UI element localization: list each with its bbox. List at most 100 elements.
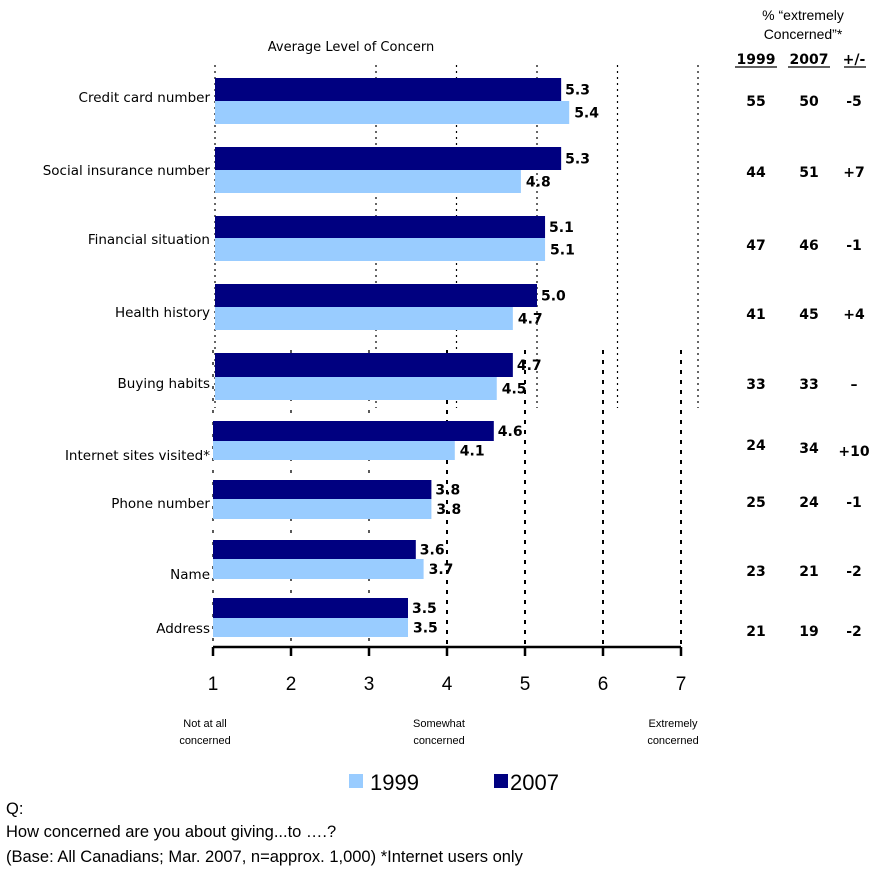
- category-labels: Credit card number Social insurance numbe…: [43, 90, 211, 637]
- scale-labels: Not at all concerned Somewhat concerned Extr…: [179, 718, 698, 747]
- bar-chart: 5.3 5.4 5.3 4.8 5.1 5.1 5.0 4.7 4.7 4.5 4.6 4.1 3.8 3…: [43, 7, 870, 790]
- table-cell: 34: [799, 441, 819, 457]
- table-cell: 24: [746, 438, 766, 454]
- value-label-1999: 3.7: [429, 562, 454, 578]
- value-label-2007: 3.5: [412, 601, 437, 617]
- x-tick-label: 4: [442, 674, 453, 695]
- value-label-1999: 4.8: [526, 175, 551, 191]
- table-cell: 21: [799, 564, 818, 580]
- x-tick-label: 1: [208, 674, 219, 695]
- value-label-2007: 5.0: [541, 289, 566, 305]
- table-cell: 23: [746, 564, 765, 580]
- bar-2007: [213, 421, 494, 441]
- value-label-2007: 5.3: [565, 152, 590, 168]
- scale-label-line2: concerned: [647, 735, 698, 747]
- bar-1999: [213, 559, 424, 579]
- base-note: (Base: All Canadians; Mar. 2007, n=appro…: [6, 848, 523, 866]
- bar-1999: [215, 170, 521, 193]
- category-label: Address: [156, 621, 210, 637]
- value-label-2007: 3.6: [420, 543, 445, 559]
- legend-swatch-1999: [349, 774, 363, 788]
- table-cell: 25: [746, 495, 765, 511]
- scale-label-line1: Extremely: [649, 718, 698, 730]
- value-label-2007: 5.3: [565, 83, 590, 99]
- bar-1999: [215, 377, 497, 400]
- table-cell: –: [851, 377, 858, 393]
- category-label: Internet sites visited*: [65, 448, 210, 464]
- table-cell: -1: [846, 238, 862, 254]
- table-cell: 46: [799, 238, 818, 254]
- category-label: Name: [170, 567, 210, 583]
- value-label-2007: 3.8: [435, 483, 460, 499]
- bar-2007: [213, 480, 432, 499]
- value-label-2007: 4.6: [498, 424, 523, 440]
- category-label: Health history: [115, 305, 210, 321]
- bar-1999: [215, 101, 570, 124]
- legend: 1999 2007: [349, 770, 559, 790]
- x-tick-label: 5: [520, 674, 531, 695]
- table-cell: 24: [799, 495, 819, 511]
- bar-2007: [215, 353, 513, 377]
- bar-2007: [215, 147, 562, 170]
- value-label-1999: 4.7: [518, 312, 543, 328]
- table-cell: 33: [799, 377, 818, 393]
- bar-1999: [213, 499, 432, 519]
- scale-label-line2: concerned: [179, 735, 230, 747]
- table-cell: 21: [746, 624, 765, 640]
- value-label-1999: 5.1: [550, 243, 575, 259]
- table-cell: -2: [846, 564, 862, 580]
- table-column-header: +/-: [843, 52, 866, 68]
- value-label-2007: 5.1: [549, 220, 574, 236]
- table-column-header: 1999: [737, 52, 776, 68]
- bar-1999: [215, 238, 546, 261]
- chart-title: Average Level of Concern: [268, 40, 434, 55]
- x-tick-label: 7: [676, 674, 687, 695]
- bars: [213, 78, 570, 637]
- question-text: How concerned are you about giving...to …: [6, 823, 337, 841]
- value-label-1999: 3.8: [436, 502, 461, 518]
- question-label: Q:: [6, 800, 24, 818]
- x-tick-label: 3: [364, 674, 375, 695]
- bar-2007: [213, 598, 408, 618]
- scale-label-line1: Somewhat: [413, 718, 465, 730]
- category-label: Financial situation: [88, 232, 210, 248]
- table-cell: +7: [843, 165, 864, 181]
- category-label: Credit card number: [79, 90, 211, 106]
- value-label-1999: 4.5: [502, 382, 527, 398]
- table-cell: -2: [846, 624, 862, 640]
- bar-1999: [213, 618, 408, 637]
- legend-swatch-2007: [494, 774, 508, 788]
- value-label-1999: 5.4: [574, 106, 599, 122]
- table-header-line2: Concerned”*: [764, 26, 843, 42]
- value-label-1999: 4.1: [460, 444, 485, 460]
- bar-2007: [215, 216, 546, 238]
- x-tick-label: 2: [286, 674, 297, 695]
- legend-label-2007: 2007: [510, 770, 559, 790]
- category-label: Buying habits: [118, 376, 210, 392]
- table-cell: 55: [746, 94, 765, 110]
- table-cell: 33: [746, 377, 765, 393]
- bar-1999: [215, 307, 513, 330]
- table-cell: -1: [846, 495, 862, 511]
- bar-2007: [215, 284, 537, 307]
- x-tick-label: 6: [598, 674, 609, 695]
- x-axis: [211, 645, 683, 656]
- x-tick-labels: 1 2 3 4 5 6 7: [208, 674, 687, 695]
- bar-2007: [215, 78, 562, 101]
- scale-label-line2: concerned: [413, 735, 464, 747]
- table-cell: 50: [799, 94, 819, 110]
- table-cell: 51: [799, 165, 818, 181]
- table-cell: 44: [746, 165, 766, 181]
- legend-label-1999: 1999: [370, 770, 419, 790]
- table-cell: 47: [746, 238, 765, 254]
- table-cell: +10: [838, 444, 869, 460]
- table-cell: 45: [799, 307, 818, 323]
- table-cell: -5: [846, 94, 862, 110]
- value-labels: 5.3 5.4 5.3 4.8 5.1 5.1 5.0 4.7 4.7 4.5 4.6 4.1 3.8 3…: [412, 83, 599, 637]
- value-label-1999: 3.5: [413, 621, 438, 637]
- category-label: Social insurance number: [43, 163, 211, 179]
- bar-1999: [213, 441, 455, 460]
- extremely-concerned-table: % “extremely Concerned”* 1999 2007 +/- 55 5…: [735, 7, 870, 640]
- table-cell: +4: [843, 307, 865, 323]
- bar-2007: [213, 540, 416, 559]
